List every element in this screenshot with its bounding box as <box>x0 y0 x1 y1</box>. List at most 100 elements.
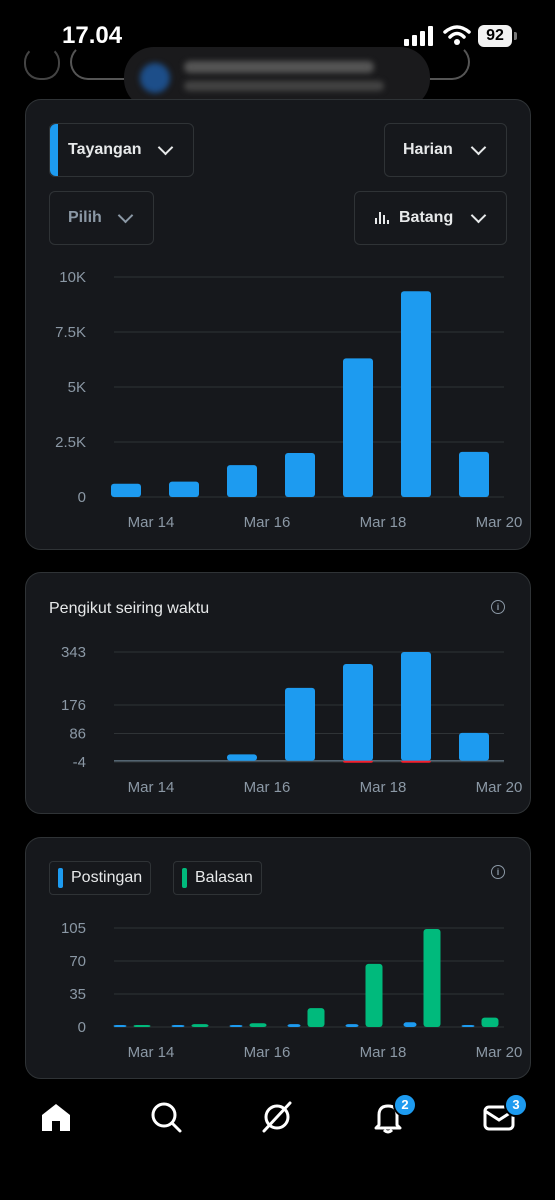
grok-icon[interactable] <box>259 1099 295 1135</box>
bar-chart-icon <box>375 212 389 224</box>
battery-indicator: 92 <box>478 25 512 47</box>
select-dropdown[interactable]: Pilih <box>49 191 154 245</box>
bar-series1-mar-19[interactable] <box>401 760 431 763</box>
y-tick-label: -4 <box>73 754 86 771</box>
x-tick-label: Mar 14 <box>128 779 175 796</box>
bar-series0-mar-14[interactable] <box>111 483 141 497</box>
y-tick-label: 105 <box>61 920 86 937</box>
search-icon[interactable] <box>148 1099 184 1135</box>
x-tick-label: Mar 20 <box>476 1044 523 1061</box>
metric-color-indicator <box>50 124 58 176</box>
bar-series0-mar-18[interactable] <box>343 664 373 761</box>
messages-badge: 3 <box>504 1093 528 1117</box>
bar-postingan-mar-18[interactable] <box>345 1024 359 1027</box>
x-tick-label: Mar 20 <box>476 514 523 531</box>
metric-dropdown[interactable]: Tayangan <box>49 123 194 177</box>
bar-series0-mar-17[interactable] <box>285 687 315 761</box>
chevron-down-icon <box>117 207 134 223</box>
bar-series0-mar-18[interactable] <box>343 358 373 497</box>
notifications-icon[interactable] <box>370 1099 406 1135</box>
views-card: Tayangan Harian Pilih Batang 10K 7.5K 5K 2.… <box>25 99 531 550</box>
legend-posts[interactable]: Postingan <box>49 861 152 895</box>
posts-bar-chart: 105 70 35 0 Mar 14 Mar 16 Mar 18 Mar 20 <box>61 920 523 1061</box>
x-tick-label: Mar 18 <box>360 779 407 796</box>
cellular-signal-icon <box>404 26 433 46</box>
status-bar: 17.04 92 <box>0 0 555 70</box>
avatar <box>140 63 170 93</box>
bar-postingan-mar-15[interactable] <box>171 1025 185 1027</box>
bar-series0-mar-19[interactable] <box>401 652 431 761</box>
info-icon[interactable]: i <box>491 600 505 614</box>
metric-dropdown-label: Tayangan <box>68 141 142 158</box>
bar-series0-mar-20[interactable] <box>459 732 489 761</box>
followers-card: Pengikut seiring waktu i 343 176 86 -4 Mar 1… <box>25 572 531 814</box>
y-tick-label: 343 <box>61 644 86 661</box>
bar-series0-mar-17[interactable] <box>285 453 315 497</box>
x-tick-label: Mar 14 <box>128 1044 175 1061</box>
bar-balasan-mar-16[interactable] <box>249 1023 267 1027</box>
x-tick-label: Mar 16 <box>244 514 291 531</box>
bar-balasan-mar-19[interactable] <box>423 928 441 1027</box>
info-icon[interactable]: i <box>491 865 505 879</box>
period-dropdown-label: Harian <box>403 141 453 158</box>
bar-balasan-mar-15[interactable] <box>191 1024 209 1027</box>
bar-series0-mar-15[interactable] <box>169 481 199 497</box>
bar-series0-mar-16[interactable] <box>227 465 257 497</box>
x-tick-label: Mar 18 <box>360 514 407 531</box>
legend-label: Balasan <box>195 869 253 886</box>
views-bar-chart: 10K 7.5K 5K 2.5K 0 Mar 14 Mar 16 Mar 18 Mar 20 <box>55 269 523 531</box>
bar-postingan-mar-16[interactable] <box>229 1025 243 1027</box>
status-time: 17.04 <box>62 22 123 49</box>
bar-balasan-mar-20[interactable] <box>481 1017 499 1027</box>
chevron-down-icon <box>470 139 487 155</box>
bar-series0-mar-19[interactable] <box>401 291 431 497</box>
legend-label: Postingan <box>71 869 143 886</box>
card-title: Pengikut seiring waktu <box>49 600 210 617</box>
y-tick-label: 5K <box>68 379 86 396</box>
posts-card: Postingan Balasan i 105 70 35 0 Mar 14 Mar 16… <box>25 837 531 1079</box>
battery-tip <box>514 32 517 40</box>
bar-balasan-mar-14[interactable] <box>133 1025 151 1027</box>
y-tick-label: 35 <box>69 986 86 1003</box>
y-tick-label: 70 <box>69 953 86 970</box>
bar-postingan-mar-20[interactable] <box>461 1025 475 1027</box>
chart-type-dropdown-label: Batang <box>399 209 454 226</box>
bar-postingan-mar-19[interactable] <box>403 1022 417 1027</box>
home-icon[interactable] <box>38 1099 74 1135</box>
bar-series0-mar-16[interactable] <box>227 754 257 761</box>
bar-balasan-mar-17[interactable] <box>307 1008 325 1027</box>
y-tick-label: 86 <box>69 725 86 742</box>
account-chip[interactable] <box>124 47 430 109</box>
back-button[interactable] <box>24 46 60 80</box>
select-dropdown-label: Pilih <box>68 209 102 226</box>
legend-swatch <box>182 868 187 888</box>
bar-balasan-mar-18[interactable] <box>365 963 383 1027</box>
y-tick-label: 0 <box>78 1019 86 1036</box>
bar-postingan-mar-14[interactable] <box>113 1025 127 1027</box>
y-tick-label: 0 <box>78 489 86 506</box>
bar-series0-mar-20[interactable] <box>459 451 489 497</box>
legend-swatch <box>58 868 63 888</box>
chevron-down-icon <box>157 139 173 155</box>
wifi-icon <box>443 25 471 45</box>
x-tick-label: Mar 18 <box>360 1044 407 1061</box>
y-tick-label: 7.5K <box>55 324 86 341</box>
y-tick-label: 2.5K <box>55 434 86 451</box>
notifications-badge: 2 <box>393 1093 417 1117</box>
period-dropdown[interactable]: Harian <box>384 123 507 177</box>
x-tick-label: Mar 16 <box>244 1044 291 1061</box>
x-tick-label: Mar 16 <box>244 779 291 796</box>
chart-type-dropdown[interactable]: Batang <box>354 191 507 245</box>
x-tick-label: Mar 14 <box>128 514 175 531</box>
chevron-down-icon <box>470 207 487 223</box>
account-name-redacted <box>184 61 374 73</box>
x-tick-label: Mar 20 <box>476 779 523 796</box>
bar-postingan-mar-17[interactable] <box>287 1024 301 1027</box>
followers-bar-chart: 343 176 86 -4 Mar 14 Mar 16 Mar 18 Mar 20 <box>61 644 523 796</box>
bottom-navigation: 2 3 <box>0 1085 555 1145</box>
legend-replies[interactable]: Balasan <box>173 861 262 895</box>
y-tick-label: 10K <box>59 269 86 286</box>
y-tick-label: 176 <box>61 697 86 714</box>
account-handle-redacted <box>184 81 384 91</box>
bar-series1-mar-18[interactable] <box>343 760 373 763</box>
